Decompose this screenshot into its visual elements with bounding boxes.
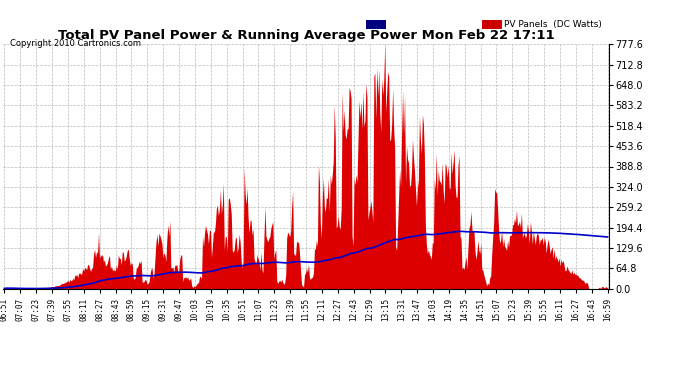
Legend: Average  (DC Watts), PV Panels  (DC Watts): Average (DC Watts), PV Panels (DC Watts) [364,18,604,31]
Title: Total PV Panel Power & Running Average Power Mon Feb 22 17:11: Total PV Panel Power & Running Average P… [58,29,554,42]
Text: Copyright 2010 Cartronics.com: Copyright 2010 Cartronics.com [10,39,141,48]
